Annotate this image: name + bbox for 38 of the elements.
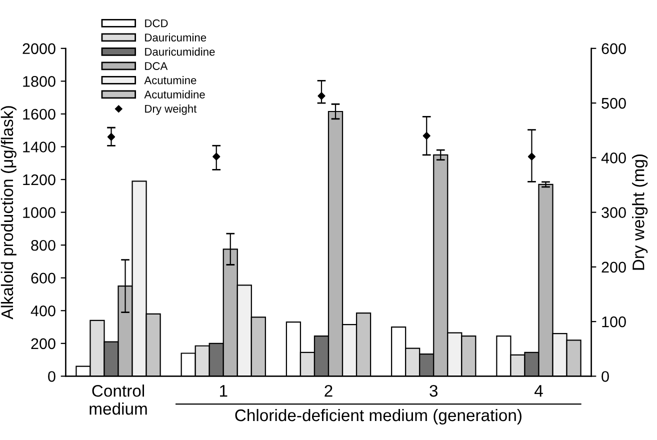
legend-label: Dry weight bbox=[145, 104, 197, 115]
y-tick-label: 1600 bbox=[23, 108, 56, 120]
point bbox=[107, 133, 116, 141]
y2-tick-label: 500 bbox=[602, 98, 626, 109]
y2-tick-label: 300 bbox=[602, 207, 626, 218]
y-tick-label: 600 bbox=[31, 272, 56, 284]
x-tick-label: 2 bbox=[324, 384, 332, 397]
y2-tick-label: 200 bbox=[602, 262, 626, 273]
y-tick-label: 2000 bbox=[22, 43, 56, 54]
legend-label: Acutumine bbox=[144, 76, 196, 84]
y-tick-label: 0 bbox=[48, 371, 56, 382]
y-tick-label: 800 bbox=[31, 240, 56, 251]
legend-label: Acutumidine bbox=[144, 90, 205, 98]
point bbox=[528, 152, 536, 160]
y-tick-label: 1400 bbox=[23, 142, 56, 152]
y-tick-label: 1000 bbox=[23, 207, 56, 218]
point bbox=[212, 152, 220, 160]
legend-label: DCD bbox=[145, 19, 168, 28]
x-tick-label: 1 bbox=[220, 385, 228, 397]
x-axis-title: Chloride-deficient medium (generation) bbox=[235, 408, 522, 425]
y2-axis-title: Dry weight (mg) bbox=[632, 154, 648, 270]
y-tick-label: 1800 bbox=[23, 76, 56, 87]
point bbox=[318, 92, 326, 100]
y-axis-title: Alkaloid production (μg/flask) bbox=[0, 106, 16, 320]
y-tick-label: 400 bbox=[30, 306, 56, 316]
x-tick-label: Control medium bbox=[90, 384, 147, 415]
legend-label: DCA bbox=[145, 62, 168, 70]
y2-tick-label: 100 bbox=[602, 316, 626, 328]
y2-tick-label: 0 bbox=[602, 371, 609, 382]
legend-label: Dauricumidine bbox=[145, 48, 215, 56]
x-tick-label: 4 bbox=[534, 385, 543, 397]
y2-tick-label: 600 bbox=[602, 43, 626, 54]
y2-tick-label: 400 bbox=[601, 152, 626, 164]
legend-label: Dauricumine bbox=[145, 33, 206, 42]
point bbox=[422, 132, 430, 140]
y-tick-label: 200 bbox=[31, 338, 56, 350]
y-tick-label: 1200 bbox=[23, 174, 56, 186]
x-tick-label: 3 bbox=[430, 384, 438, 397]
